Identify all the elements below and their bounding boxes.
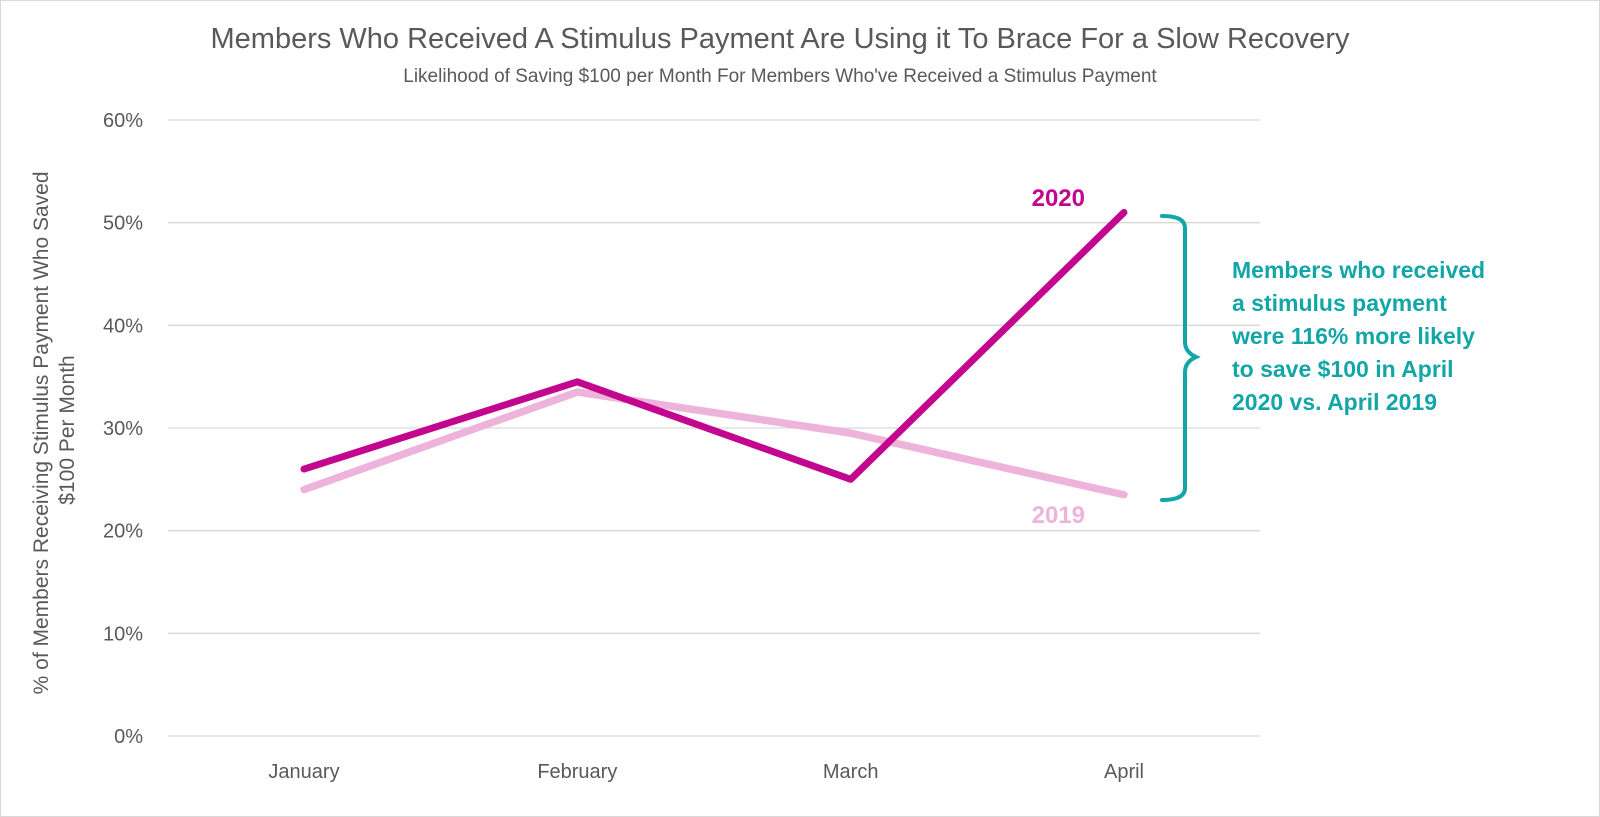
series-label-2019: 2019 [1032, 502, 1085, 529]
x-tick-label: April [1104, 761, 1144, 783]
y-axis-ticks: 0% 10% 20% 30% 40% 50% 60% [103, 110, 143, 748]
y-tick-label: 0% [114, 726, 143, 748]
series-lines [300, 208, 1128, 499]
y-tick-label: 30% [103, 418, 143, 440]
y-axis-label-line-1: % of Members Receiving Stimulus Payment … [30, 171, 53, 694]
series-line-2019 [300, 388, 1128, 499]
annotation-line-3: were 116% more likely [1231, 323, 1475, 349]
annotation-line-5: 2020 vs. April 2019 [1232, 389, 1437, 415]
y-tick-label: 10% [103, 623, 143, 645]
x-axis-ticks: January February March April [268, 761, 1144, 783]
y-axis-label: % of Members Receiving Stimulus Payment … [30, 166, 79, 695]
chart-subtitle: Likelihood of Saving $100 per Month For … [403, 66, 1157, 87]
y-axis-label-line-2: $100 Per Month [56, 355, 79, 504]
annotation-line-4: to save $100 in April [1232, 356, 1454, 382]
y-tick-label: 50% [103, 213, 143, 235]
chart-title: Members Who Received A Stimulus Payment … [211, 23, 1350, 55]
series-line-2020 [300, 208, 1128, 483]
annotation-text: Members who received a stimulus payment … [1231, 257, 1492, 415]
y-tick-label: 20% [103, 521, 143, 543]
annotation-line-2: a stimulus payment [1232, 290, 1447, 316]
series-label-2020: 2020 [1032, 185, 1085, 212]
gridlines [168, 119, 1260, 737]
annotation-line-1: Members who received [1232, 257, 1485, 283]
y-tick-label: 60% [103, 110, 143, 132]
annotation-brace [1160, 214, 1201, 502]
x-tick-label: February [537, 761, 617, 783]
y-tick-label: 40% [103, 315, 143, 337]
x-tick-label: January [268, 761, 339, 783]
x-tick-label: March [823, 761, 879, 783]
